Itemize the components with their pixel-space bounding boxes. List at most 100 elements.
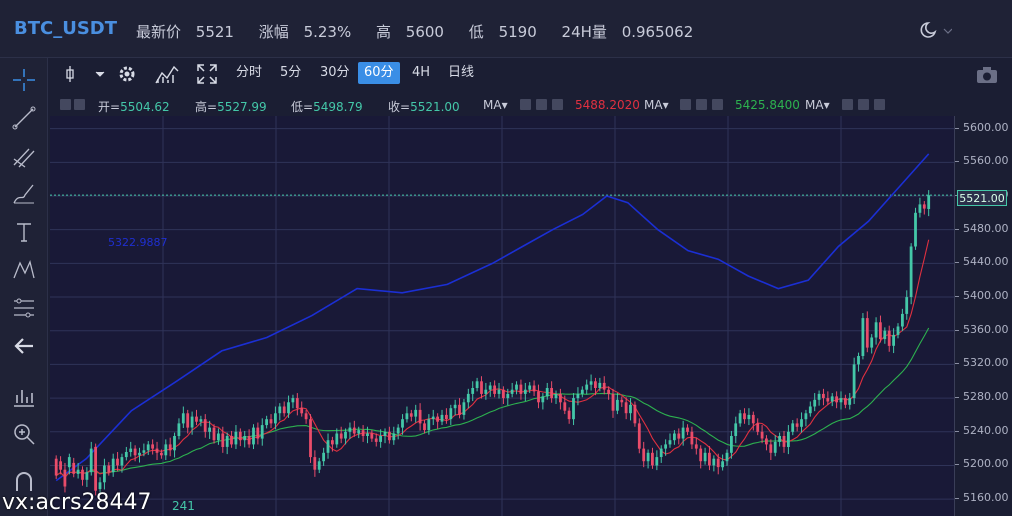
candle-body [199, 419, 203, 422]
candle-body [453, 404, 457, 409]
fullscreen-icon[interactable] [196, 63, 218, 85]
candle-body [506, 393, 510, 399]
back-arrow-icon[interactable] [10, 332, 38, 360]
pair-title[interactable]: BTC_USDT [14, 18, 118, 39]
candle-body [659, 448, 663, 457]
candle-body [326, 440, 330, 453]
indicators-icon[interactable] [154, 63, 180, 85]
price-tick-label: 5320.00 [955, 356, 1009, 370]
text-tool-icon[interactable] [10, 218, 38, 246]
ma3-close-icon[interactable] [874, 99, 885, 110]
candle-body [497, 389, 501, 394]
candle-body [195, 416, 198, 422]
candlestick-chart[interactable]: 5322.9887 [50, 116, 954, 516]
price-axis[interactable]: 5600.005560.005520.005480.005440.005400.… [954, 116, 1012, 516]
candle-body [414, 409, 418, 417]
candle-body [344, 431, 347, 439]
candle-body [795, 423, 799, 427]
chart-canvas[interactable] [50, 116, 954, 516]
candle-type-icon[interactable] [64, 64, 108, 84]
camera-icon[interactable] [976, 66, 998, 84]
zoom-icon[interactable] [10, 420, 38, 448]
candle-body [146, 444, 150, 451]
candle-body [168, 444, 172, 451]
ma2-line [55, 327, 930, 479]
candle-body [694, 444, 698, 449]
legend-eye-icon[interactable] [74, 99, 85, 110]
ma2-setting-icon[interactable] [680, 99, 691, 110]
open-label: 开= [98, 100, 121, 114]
parallel-channel-icon[interactable] [10, 142, 38, 170]
crosshair-icon[interactable] [10, 66, 38, 94]
ma-dropdown-3[interactable]: MA▾ [805, 98, 830, 112]
candle-body [773, 441, 777, 453]
candle-body [865, 318, 869, 348]
candle-body [247, 436, 251, 445]
candle-body [629, 404, 632, 414]
candle-body [712, 458, 716, 466]
candle-body [633, 404, 637, 424]
candle-body [822, 393, 825, 399]
candle-body [366, 433, 369, 436]
ma1-eye-icon[interactable] [536, 99, 547, 110]
interval-5m[interactable]: 5分 [280, 65, 302, 80]
interval-timeline[interactable]: 分时 [236, 65, 263, 80]
candle-body [738, 413, 742, 424]
legend-setting-icon[interactable] [60, 99, 71, 110]
candle-body [686, 427, 689, 432]
candle-body [335, 433, 339, 445]
candle-body [133, 448, 137, 456]
trend-line-icon[interactable] [10, 104, 38, 132]
candle-body [830, 396, 834, 402]
ohlc-legend: 开=5504.62 高=5527.99 低=5498.79 收=5521.00 … [50, 94, 1012, 116]
ma3-setting-icon[interactable] [842, 99, 853, 110]
close-value: 5521.00 [410, 100, 460, 114]
pattern-icon[interactable] [10, 256, 38, 284]
interval-60m[interactable]: 60分 [358, 62, 400, 84]
candle-body [274, 413, 277, 424]
candle-body [374, 438, 378, 442]
candle-body [238, 431, 242, 441]
ma-dropdown-2[interactable]: MA▾ [644, 98, 669, 112]
volume-label: 24H量 [561, 23, 607, 41]
candle-body [677, 433, 681, 439]
candle-body [278, 406, 282, 414]
candle-body [594, 381, 597, 388]
ma1-line [55, 239, 930, 479]
candle-body [409, 413, 413, 417]
ma2-eye-icon[interactable] [696, 99, 707, 110]
measure-icon[interactable] [10, 382, 38, 410]
candle-body [107, 465, 111, 473]
settings-gear-icon[interactable] [116, 63, 138, 85]
candle-body [352, 427, 356, 434]
chart-toolbar: 分时 5分 30分 60分 4H 日线 [50, 58, 1012, 90]
high-value: 5527.99 [217, 100, 267, 114]
candle-body [637, 423, 641, 449]
candle-body [225, 436, 229, 447]
fibonacci-icon[interactable] [10, 294, 38, 322]
candle-body [142, 450, 146, 453]
ma2-close-icon[interactable] [712, 99, 723, 110]
ma1-setting-icon[interactable] [520, 99, 531, 110]
candle-body [295, 398, 299, 409]
candle-body [607, 389, 610, 394]
price-tick-label: 5200.00 [955, 457, 1009, 471]
interval-4h[interactable]: 4H [412, 65, 431, 80]
candle-body [72, 462, 76, 474]
theme-toggle[interactable] [918, 20, 953, 40]
brush-icon[interactable] [10, 180, 38, 208]
candle-body [54, 458, 58, 476]
candle-body [484, 389, 488, 394]
ma-dropdown-1[interactable]: MA▾ [483, 98, 508, 112]
candle-body [405, 413, 409, 420]
candle-body [76, 469, 80, 474]
candle-body [791, 423, 795, 432]
ma1-close-icon[interactable] [552, 99, 563, 110]
magnet-icon[interactable] [10, 468, 38, 496]
candle-body [725, 452, 729, 462]
interval-day[interactable]: 日线 [448, 65, 475, 80]
candle-body [721, 461, 724, 468]
candle-body [383, 431, 387, 436]
interval-30m[interactable]: 30分 [320, 65, 350, 80]
ma3-eye-icon[interactable] [858, 99, 869, 110]
